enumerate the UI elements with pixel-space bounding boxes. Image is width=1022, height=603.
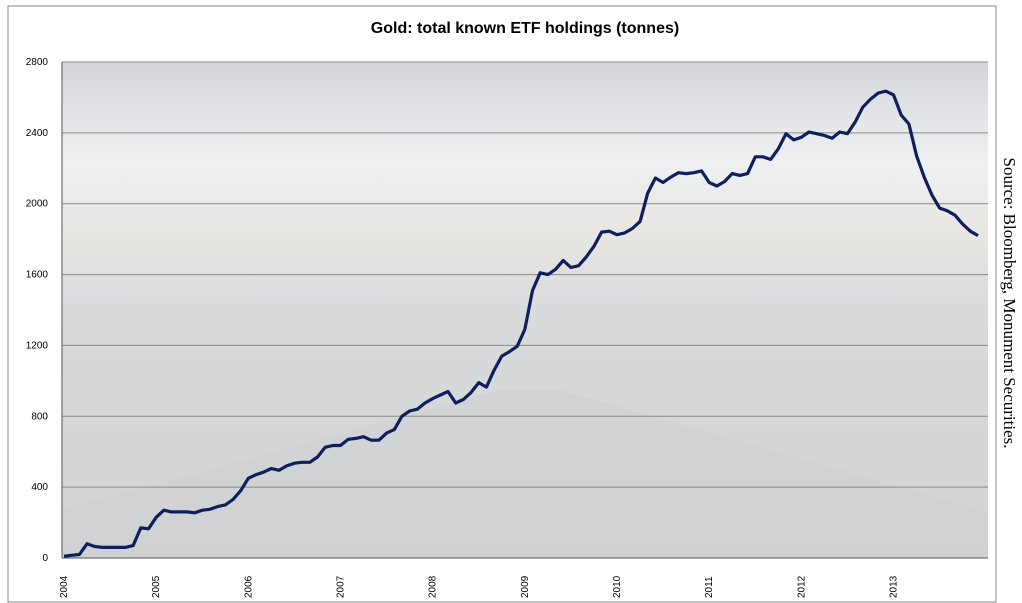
page: {"chart_data": {"type": "line", "title":…	[0, 0, 1022, 603]
y-tick-label: 2400	[26, 128, 49, 139]
x-tick-label: 2010	[612, 575, 623, 598]
y-tick-label: 2000	[26, 199, 49, 210]
y-tick-label: 1200	[26, 340, 49, 351]
y-tick-label: 400	[31, 482, 48, 493]
x-tick-label: 2004	[59, 575, 70, 598]
chart: Gold: total known ETF holdings (tonnes) …	[0, 0, 1022, 603]
y-tick-label: 0	[42, 553, 48, 564]
x-tick-label: 2008	[428, 575, 439, 598]
y-tick-label: 800	[31, 411, 48, 422]
y-tick-label: 1600	[26, 270, 49, 281]
x-tick-label: 2007	[336, 575, 347, 598]
x-tick-label: 2011	[704, 576, 715, 598]
y-tick-label: 2800	[26, 57, 49, 68]
x-tick-label: 2006	[243, 575, 254, 598]
x-tick-label: 2005	[151, 575, 162, 598]
source-note: Source: Bloomberg, Monument Securities.	[1000, 157, 1019, 448]
chart-title: Gold: total known ETF holdings (tonnes)	[371, 20, 679, 37]
x-tick-label: 2009	[520, 575, 531, 598]
x-tick-label: 2012	[796, 575, 807, 598]
x-tick-label: 2013	[889, 575, 900, 598]
